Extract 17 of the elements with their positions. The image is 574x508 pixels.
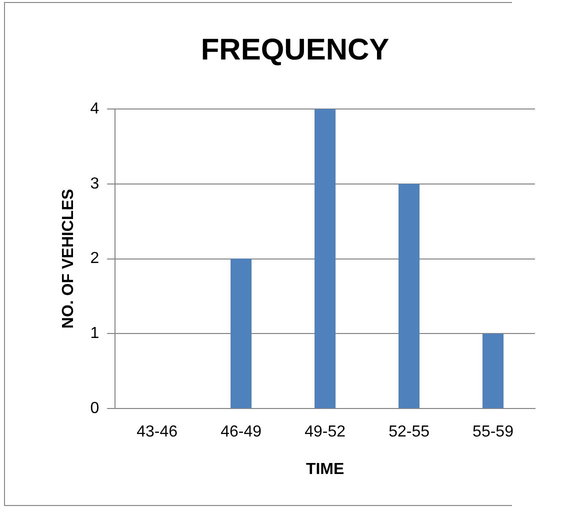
y-tick-label: 1 [90, 325, 100, 342]
chart-title: FREQUENCY [200, 33, 390, 66]
y-axis-title: NO. OF VEHICLES [60, 188, 78, 329]
x-tick-label: 46-49 [220, 424, 262, 441]
bar [398, 184, 420, 408]
y-tick-label: 0 [90, 400, 100, 418]
bar [482, 334, 504, 408]
y-tick-label: 4 [90, 100, 100, 118]
x-tick-label: 52-55 [388, 424, 430, 441]
bar [314, 109, 336, 408]
x-axis-title: TIME [306, 460, 344, 478]
bar [230, 258, 252, 408]
x-tick-label: 49-52 [304, 424, 346, 441]
x-tick-label: 43-46 [136, 424, 178, 441]
x-tick-label: 55-59 [472, 424, 514, 441]
y-tick-label: 2 [90, 250, 100, 268]
y-tick-label: 3 [90, 175, 100, 192]
